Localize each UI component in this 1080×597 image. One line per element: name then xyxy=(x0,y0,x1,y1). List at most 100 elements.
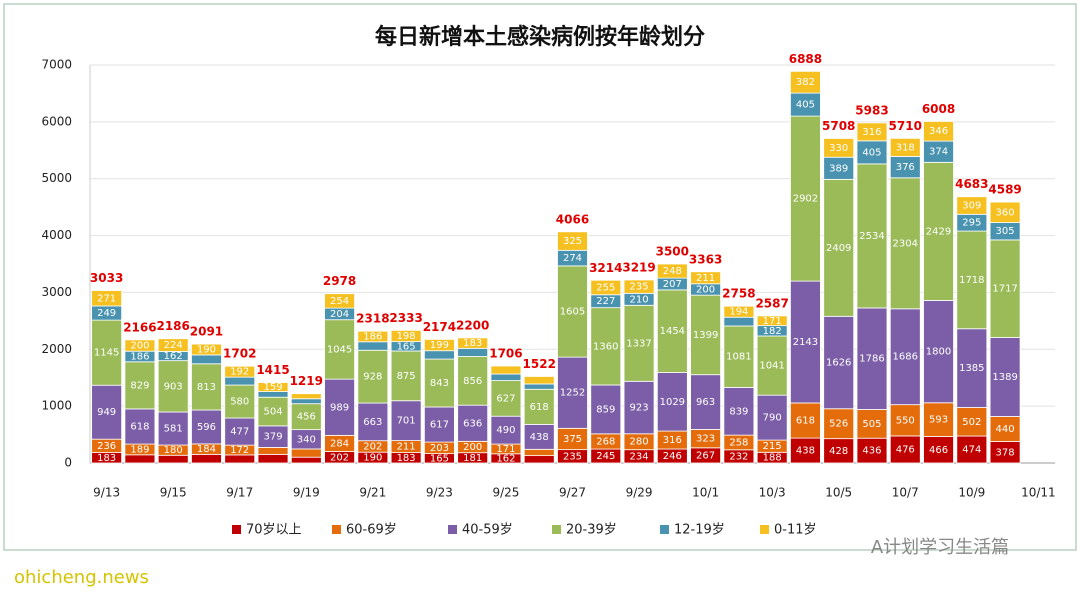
data-label: 1399 xyxy=(693,330,718,341)
y-tick-label: 4000 xyxy=(41,228,72,242)
bar-segment xyxy=(490,373,522,381)
y-tick-label: 5000 xyxy=(41,171,72,185)
data-label: 440 xyxy=(996,424,1015,435)
bar-segment xyxy=(690,271,722,285)
data-label: 1081 xyxy=(726,352,751,363)
data-label: 1385 xyxy=(959,363,984,374)
data-label: 701 xyxy=(397,416,416,427)
bar-segment xyxy=(623,279,655,294)
bar-segment xyxy=(823,438,855,464)
data-label: 202 xyxy=(330,452,349,463)
data-label: 340 xyxy=(297,434,316,445)
bar-segment xyxy=(290,403,322,431)
data-label: 200 xyxy=(463,442,482,453)
data-label: 2304 xyxy=(893,238,918,249)
data-label: 405 xyxy=(862,147,881,158)
data-label: 550 xyxy=(896,415,915,426)
bar-segment xyxy=(723,316,755,327)
data-label: 1626 xyxy=(826,358,851,369)
data-label: 378 xyxy=(996,447,1015,458)
bar-segment xyxy=(790,437,821,464)
total-label: 2587 xyxy=(755,296,788,310)
total-label: 2333 xyxy=(389,311,422,325)
data-label: 268 xyxy=(596,436,615,447)
data-label: 192 xyxy=(230,367,249,378)
data-label: 360 xyxy=(996,207,1015,218)
total-label: 3500 xyxy=(656,245,689,259)
data-label: 376 xyxy=(896,162,915,173)
data-label: 234 xyxy=(630,451,649,462)
data-label: 200 xyxy=(130,341,149,352)
data-label: 405 xyxy=(796,100,815,111)
total-label: 3363 xyxy=(689,252,722,266)
x-tick-label: 9/17 xyxy=(226,486,253,500)
bar-segment xyxy=(856,122,888,142)
bar-segment xyxy=(923,300,954,404)
x-tick-label: 9/25 xyxy=(492,486,519,500)
total-label: 1706 xyxy=(489,347,522,361)
data-label: 186 xyxy=(363,331,382,342)
total-label: 4589 xyxy=(988,183,1021,197)
data-label: 183 xyxy=(463,338,482,349)
bar-segment xyxy=(723,387,755,436)
data-label: 215 xyxy=(763,441,782,452)
bar-segment xyxy=(889,435,921,464)
data-label: 182 xyxy=(763,326,782,337)
data-label: 477 xyxy=(230,427,249,438)
bar-segment xyxy=(590,279,622,296)
data-label: 1800 xyxy=(926,347,951,358)
data-label: 190 xyxy=(197,345,216,356)
watermark: A计划学习生活篇 xyxy=(871,537,1009,558)
data-label: 438 xyxy=(530,432,549,443)
data-label: 172 xyxy=(230,445,249,456)
data-label: 374 xyxy=(929,147,948,158)
data-label: 596 xyxy=(197,422,216,433)
data-label: 843 xyxy=(430,378,449,389)
y-tick-label: 2000 xyxy=(41,342,72,356)
data-label: 188 xyxy=(763,453,782,464)
x-tick-label: 9/15 xyxy=(160,486,187,500)
data-label: 1605 xyxy=(560,307,585,318)
bar-segment xyxy=(989,416,1021,442)
bar-segment xyxy=(91,290,123,307)
bar-segment xyxy=(191,409,222,445)
bar-segment xyxy=(324,319,355,380)
data-label: 309 xyxy=(962,201,981,212)
data-label: 165 xyxy=(397,341,416,352)
data-label: 580 xyxy=(230,397,249,408)
data-label: 790 xyxy=(763,413,782,424)
bar-segment xyxy=(923,121,954,142)
data-label: 316 xyxy=(862,127,881,138)
data-label: 1389 xyxy=(992,372,1017,383)
data-label: 280 xyxy=(630,437,649,448)
total-label: 2318 xyxy=(356,312,389,326)
total-label: 2091 xyxy=(190,325,223,339)
data-label: 165 xyxy=(430,453,449,464)
data-label: 618 xyxy=(530,402,549,413)
data-label: 181 xyxy=(463,453,482,464)
data-label: 235 xyxy=(630,282,649,293)
bar-segment xyxy=(790,70,821,94)
total-label: 2200 xyxy=(456,318,489,332)
bar-segment xyxy=(290,398,322,405)
data-label: 928 xyxy=(363,372,382,383)
data-label: 456 xyxy=(297,412,316,423)
data-label: 254 xyxy=(330,296,349,307)
total-label: 1219 xyxy=(290,374,323,388)
data-label: 235 xyxy=(563,451,582,462)
data-label: 1786 xyxy=(859,354,884,365)
bar-segment xyxy=(956,407,988,437)
data-label: 159 xyxy=(263,382,282,393)
data-label: 183 xyxy=(97,453,116,464)
bar-segment xyxy=(923,436,954,464)
data-label: 162 xyxy=(496,453,515,464)
bar-segment xyxy=(290,448,322,458)
data-label: 295 xyxy=(962,218,981,229)
y-tick-label: 7000 xyxy=(41,58,72,72)
x-tick-label: 9/29 xyxy=(626,486,653,500)
bar-segment xyxy=(457,404,489,442)
x-tick-label: 10/11 xyxy=(1021,486,1056,500)
bar-segment xyxy=(856,163,888,309)
bar-segment xyxy=(390,400,422,441)
data-label: 2534 xyxy=(859,231,884,242)
